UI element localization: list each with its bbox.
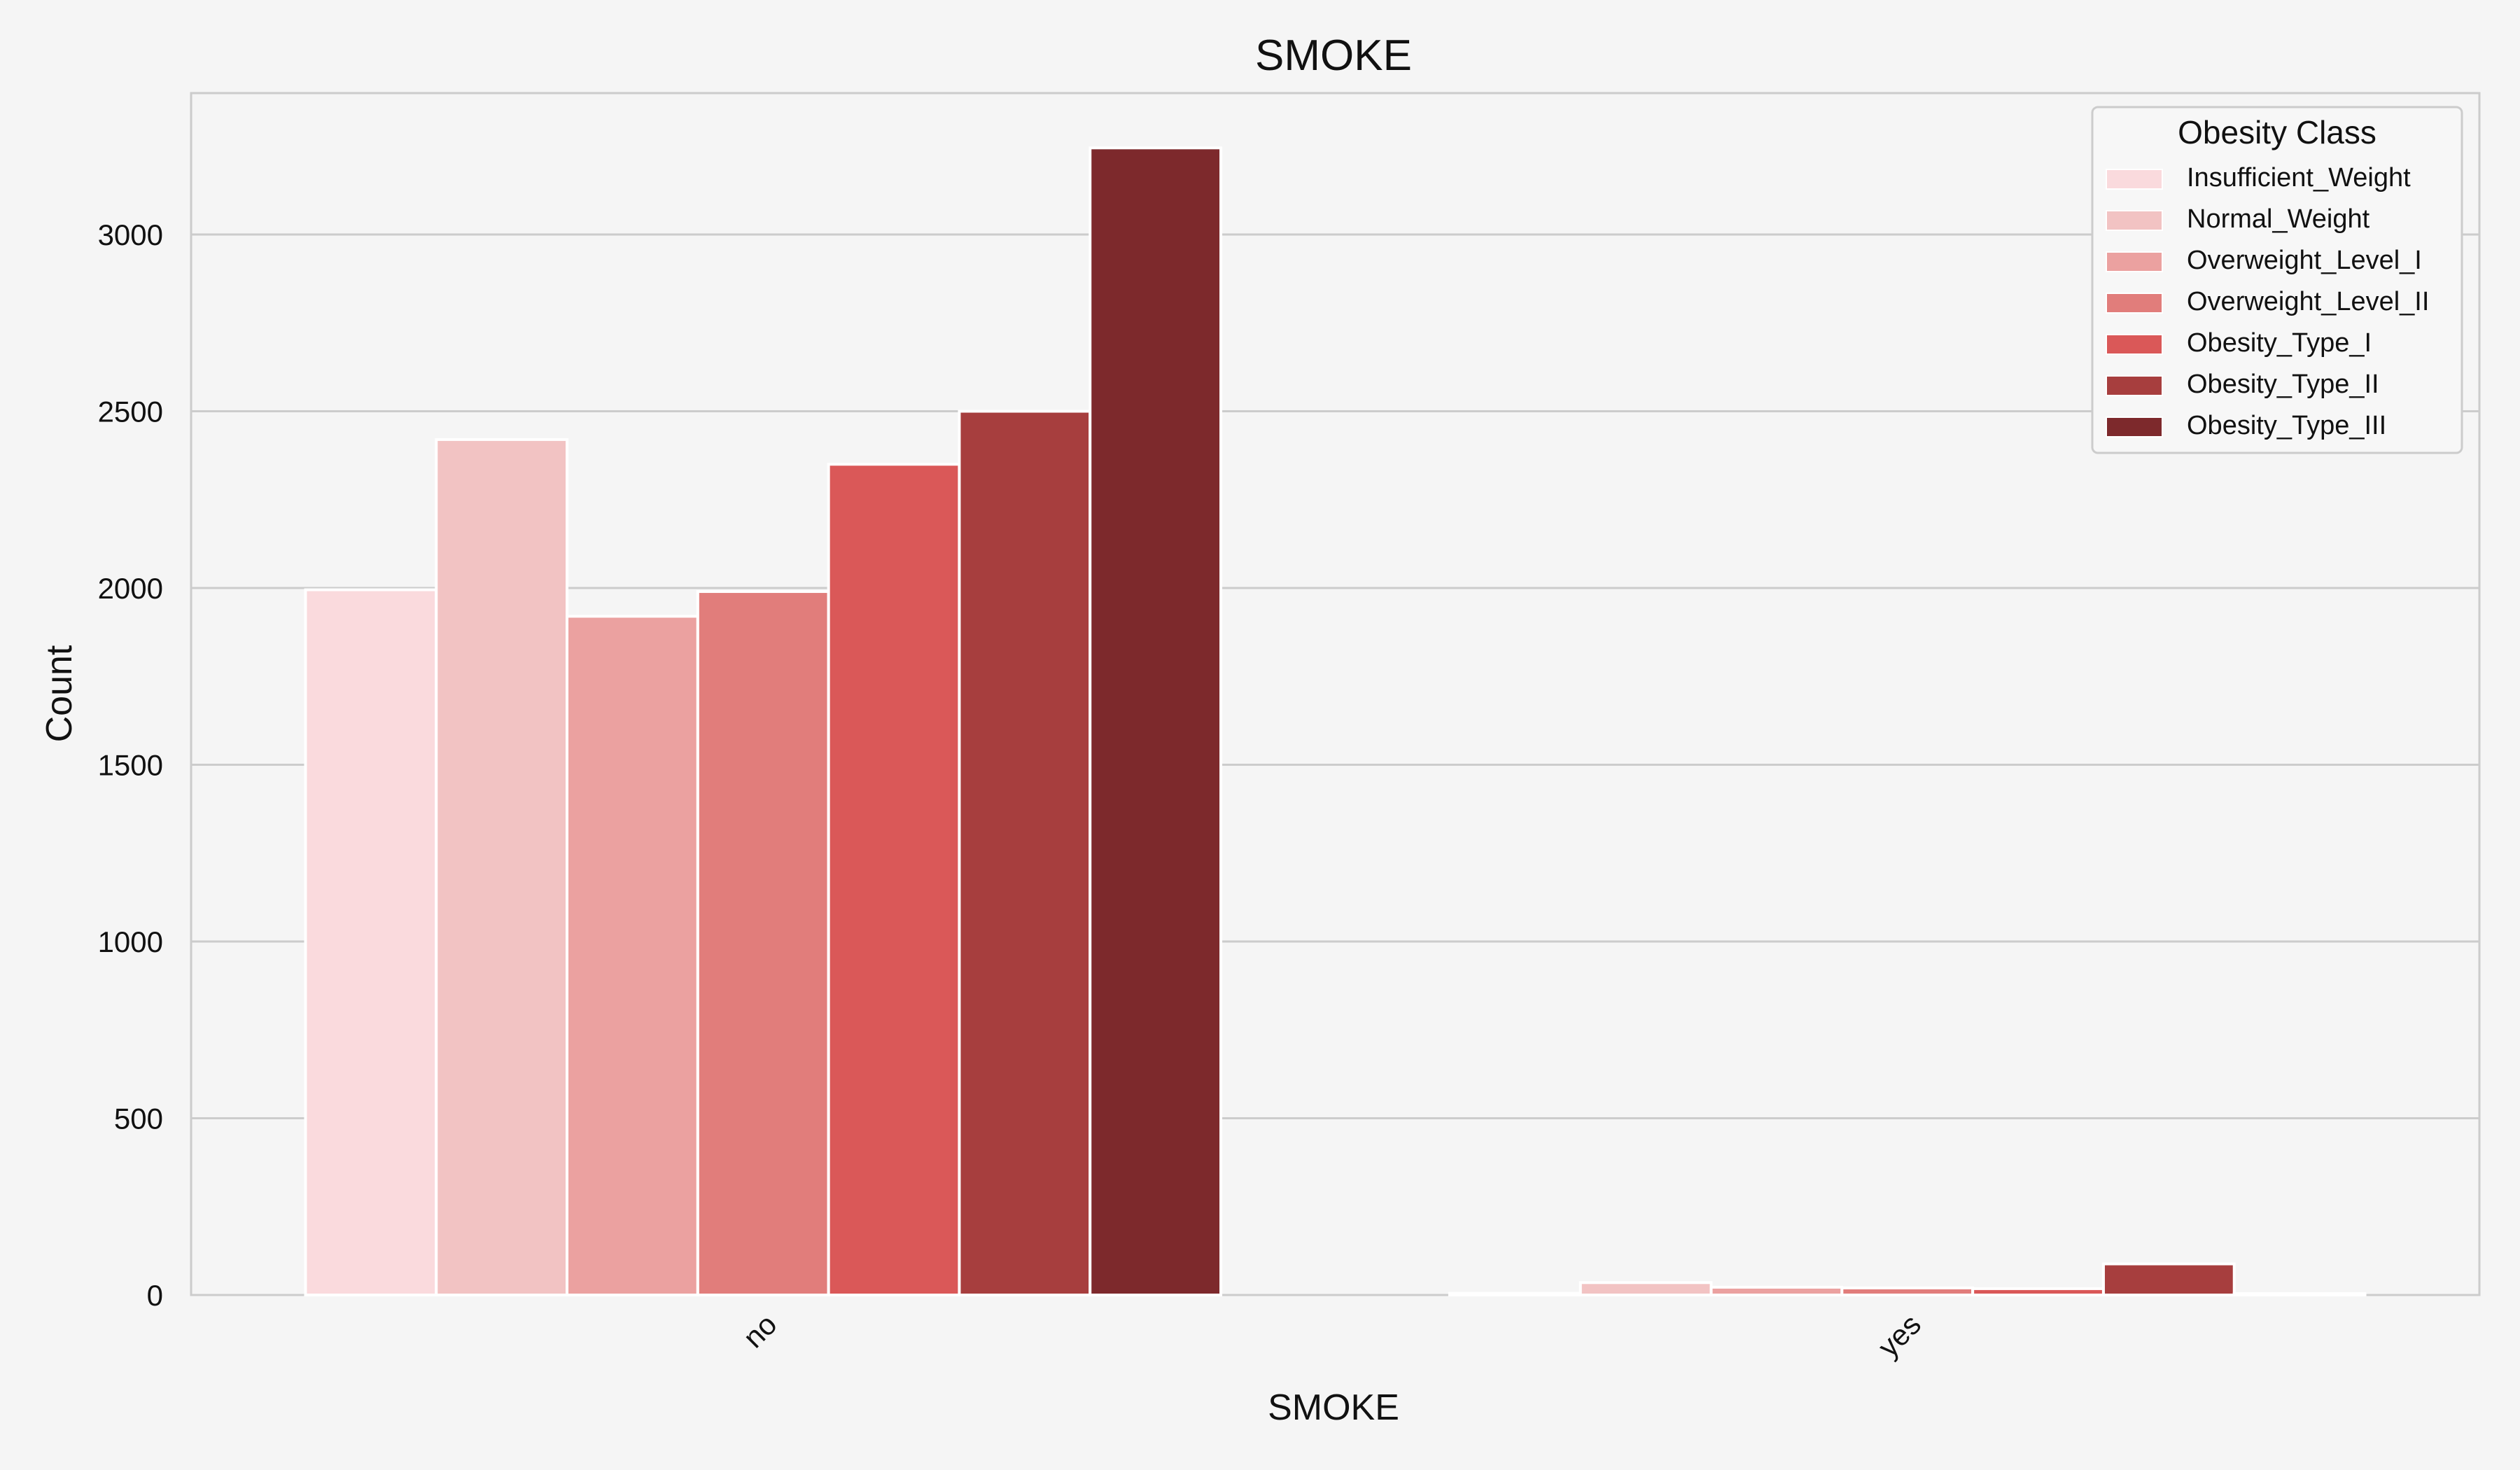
legend-swatch [2106, 210, 2163, 231]
y-tick-label: 0 [147, 1279, 163, 1312]
legend-label: Obesity_Type_II [2187, 370, 2379, 399]
bar-no-obesity-type-iii [1088, 146, 1223, 1296]
legend-frame [2091, 106, 2463, 454]
y-tick-label: 1000 [98, 925, 163, 958]
legend-swatch [2106, 293, 2163, 314]
bar-yes-obesity-type-iii [2232, 1292, 2367, 1296]
legend-title: Obesity Class [2178, 114, 2376, 150]
x-axis-label: SMOKE [1268, 1387, 1399, 1428]
legend-swatch [2106, 334, 2163, 355]
y-axis-ticks: 0 500 1000 1500 2000 2500 3000 [98, 218, 163, 1312]
bar-yes-obesity-type-i [1971, 1287, 2105, 1297]
legend: Obesity Class Insufficient_Weight Normal_… [2091, 106, 2463, 454]
legend-label: Normal_Weight [2187, 204, 2370, 234]
y-axis-label: Count [39, 645, 80, 742]
legend-label: Insufficient_Weight [2187, 163, 2411, 192]
bars [304, 146, 2367, 1297]
y-tick-label: 500 [114, 1102, 163, 1135]
bar-no-insufficient-weight [304, 588, 438, 1296]
legend-label: Obesity_Type_I [2187, 328, 2372, 358]
legend-swatch [2106, 375, 2163, 396]
bar-yes-overweight-level-i [1709, 1285, 1844, 1297]
bar-no-normal-weight [435, 438, 569, 1296]
chart-title: SMOKE [1255, 31, 1412, 80]
bar-no-overweight-level-i [566, 615, 699, 1296]
legend-label: Overweight_Level_II [2187, 287, 2429, 316]
y-tick-label: 3000 [98, 218, 163, 251]
legend-label: Overweight_Level_I [2187, 246, 2422, 275]
bar-yes-obesity-type-ii [2101, 1262, 2236, 1297]
y-tick-label: 2500 [98, 396, 163, 428]
legend-label: Obesity_Type_III [2187, 411, 2386, 440]
legend-swatch [2106, 169, 2163, 190]
bar-yes-overweight-level-ii [1840, 1286, 1975, 1297]
legend-items: Insufficient_Weight Normal_Weight Overweig… [2106, 163, 2429, 440]
bar-no-overweight-level-ii [696, 590, 830, 1296]
bar-no-obesity-type-ii [958, 410, 1092, 1296]
bar-yes-insufficient-weight [1448, 1292, 1582, 1296]
bar-yes-normal-weight [1578, 1281, 1713, 1296]
legend-swatch [2106, 251, 2163, 272]
y-tick-label: 2000 [98, 572, 163, 605]
legend-swatch [2106, 416, 2163, 438]
bar-no-obesity-type-i [827, 463, 961, 1296]
y-tick-label: 1500 [98, 749, 163, 782]
